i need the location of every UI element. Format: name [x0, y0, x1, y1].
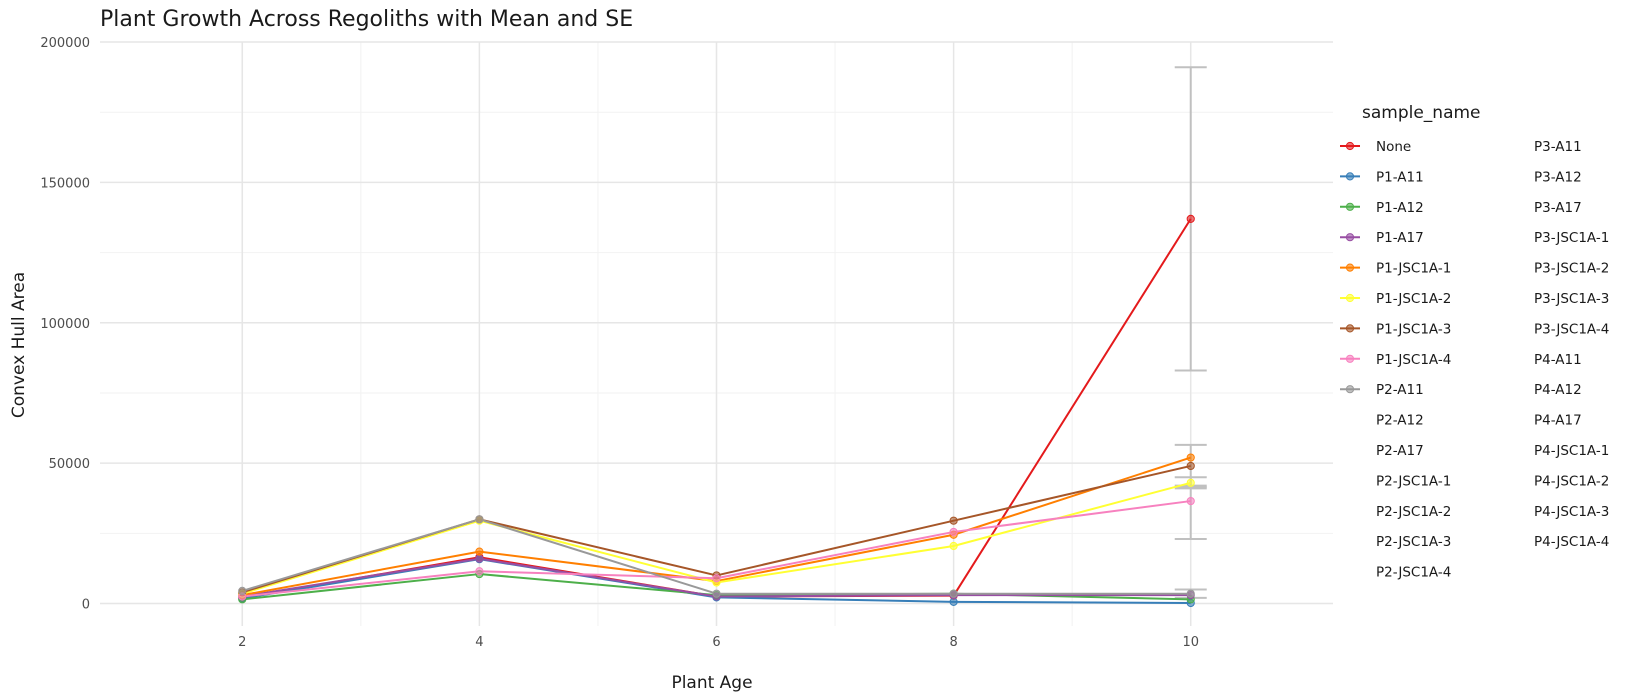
legend-key-point-p1-jsc1a-4 — [1345, 354, 1355, 363]
legend-label-p3-a11: P3-A11 — [1534, 139, 1582, 155]
x-tick-label: 2 — [238, 635, 246, 650]
data-points — [238, 214, 1195, 608]
legend-title: sample_name — [1362, 103, 1481, 123]
legend-label-p3-jsc1a-2: P3-JSC1A-2 — [1534, 261, 1609, 277]
y-tick-label: 50000 — [49, 457, 90, 472]
legend-label-p1-jsc1a-2: P1-JSC1A-2 — [1376, 291, 1451, 307]
data-point-p1-a17 — [475, 554, 484, 563]
legend-key-point-p1-jsc1a-2 — [1345, 293, 1355, 303]
legend-label-p3-jsc1a-1: P3-JSC1A-1 — [1534, 230, 1609, 246]
legend-label-p1-a12: P1-A12 — [1376, 200, 1424, 216]
data-point-p1-jsc1a-3 — [1186, 461, 1195, 471]
data-point-p2-a11 — [238, 586, 247, 596]
legend-label-p4-jsc1a-3: P4-JSC1A-3 — [1534, 504, 1609, 520]
data-point-p1-jsc1a-2 — [1186, 478, 1195, 487]
legend-key-point-none — [1345, 141, 1355, 151]
data-point-p1-jsc1a-2 — [949, 541, 958, 551]
data-point-p1-jsc1a-4 — [712, 574, 721, 583]
legend-label-p1-a11: P1-A11 — [1376, 169, 1424, 185]
chart-title: Plant Growth Across Regoliths with Mean … — [100, 7, 633, 32]
data-point-p1-jsc1a-4 — [949, 527, 958, 537]
legend-label-p4-a17: P4-A17 — [1534, 413, 1582, 429]
data-point-p1-jsc1a-1 — [1186, 453, 1195, 462]
data-point-none — [1186, 214, 1195, 223]
data-point-p1-jsc1a-3 — [949, 516, 958, 525]
error-bars — [1174, 66, 1207, 599]
legend-label-p1-jsc1a-3: P1-JSC1A-3 — [1376, 321, 1451, 337]
legend-label-p3-a12: P3-A12 — [1534, 169, 1582, 185]
x-tick-label: 4 — [475, 635, 483, 650]
legend-label-p4-jsc1a-1: P4-JSC1A-1 — [1534, 443, 1609, 459]
x-tick-label: 8 — [949, 635, 957, 650]
legend-label-p2-jsc1a-4: P2-JSC1A-4 — [1376, 565, 1451, 581]
x-axis: 2 4 6 8 10 — [238, 635, 1199, 650]
legend-key-point-p1-a17 — [1345, 233, 1355, 242]
legend-label-none: None — [1376, 139, 1411, 155]
legend-label-p3-jsc1a-3: P3-JSC1A-3 — [1534, 291, 1609, 307]
y-tick-label: 0 — [82, 598, 90, 613]
legend-label-p1-jsc1a-1: P1-JSC1A-1 — [1376, 261, 1451, 277]
legend-label-p1-jsc1a-4: P1-JSC1A-4 — [1376, 352, 1451, 368]
grid — [100, 41, 1333, 626]
x-tick-label: 6 — [712, 635, 720, 650]
legend-key-point-p1-jsc1a-3 — [1345, 324, 1355, 333]
legend-label-p2-a17: P2-A17 — [1376, 443, 1424, 459]
data-point-p1-a11 — [949, 597, 958, 606]
legend: None P1-A11 P1-A12 P1-A17 P1-JSC1A-1 P1-JSC1A… — [1340, 139, 1609, 581]
legend-label-p2-jsc1a-3: P2-JSC1A-3 — [1376, 534, 1451, 550]
x-axis-title: Plant Age — [671, 673, 752, 693]
legend-label-p3-jsc1a-4: P3-JSC1A-4 — [1534, 321, 1609, 337]
legend-label-p4-jsc1a-4: P4-JSC1A-4 — [1534, 534, 1609, 550]
legend-label-p1-a17: P1-A17 — [1376, 230, 1424, 246]
y-tick-label: 200000 — [40, 36, 90, 51]
y-axis: 0 50000 100000 150000 200000 — [40, 36, 90, 613]
legend-label-p4-jsc1a-2: P4-JSC1A-2 — [1534, 473, 1609, 489]
data-point-p1-jsc1a-4 — [475, 567, 484, 576]
legend-label-p3-a17: P3-A17 — [1534, 200, 1582, 216]
y-tick-label: 100000 — [40, 317, 90, 332]
legend-label-p2-jsc1a-2: P2-JSC1A-2 — [1376, 504, 1451, 520]
data-point-p2-a11 — [712, 589, 721, 598]
data-point-p1-jsc1a-1 — [475, 547, 484, 556]
data-point-p2-a11 — [1186, 589, 1195, 598]
legend-key-point-p1-jsc1a-1 — [1345, 263, 1355, 272]
legend-key-point-p2-a11 — [1345, 385, 1355, 394]
y-tick-label: 150000 — [40, 176, 90, 191]
x-tick-label: 10 — [1182, 635, 1199, 650]
legend-key-point-p1-a11 — [1345, 172, 1355, 181]
data-point-p2-a11 — [475, 515, 484, 524]
legend-label-p2-a11: P2-A11 — [1376, 382, 1424, 398]
data-point-p2-a11 — [949, 589, 958, 598]
legend-label-p2-a12: P2-A12 — [1376, 413, 1424, 429]
data-point-p1-jsc1a-4 — [1186, 496, 1195, 506]
legend-label-p4-a11: P4-A11 — [1534, 352, 1582, 368]
legend-key-point-p1-a12 — [1345, 202, 1355, 211]
legend-label-p2-jsc1a-1: P2-JSC1A-1 — [1376, 473, 1451, 489]
y-axis-title: Convex Hull Area — [9, 272, 29, 418]
legend-label-p4-a12: P4-A12 — [1534, 382, 1582, 398]
